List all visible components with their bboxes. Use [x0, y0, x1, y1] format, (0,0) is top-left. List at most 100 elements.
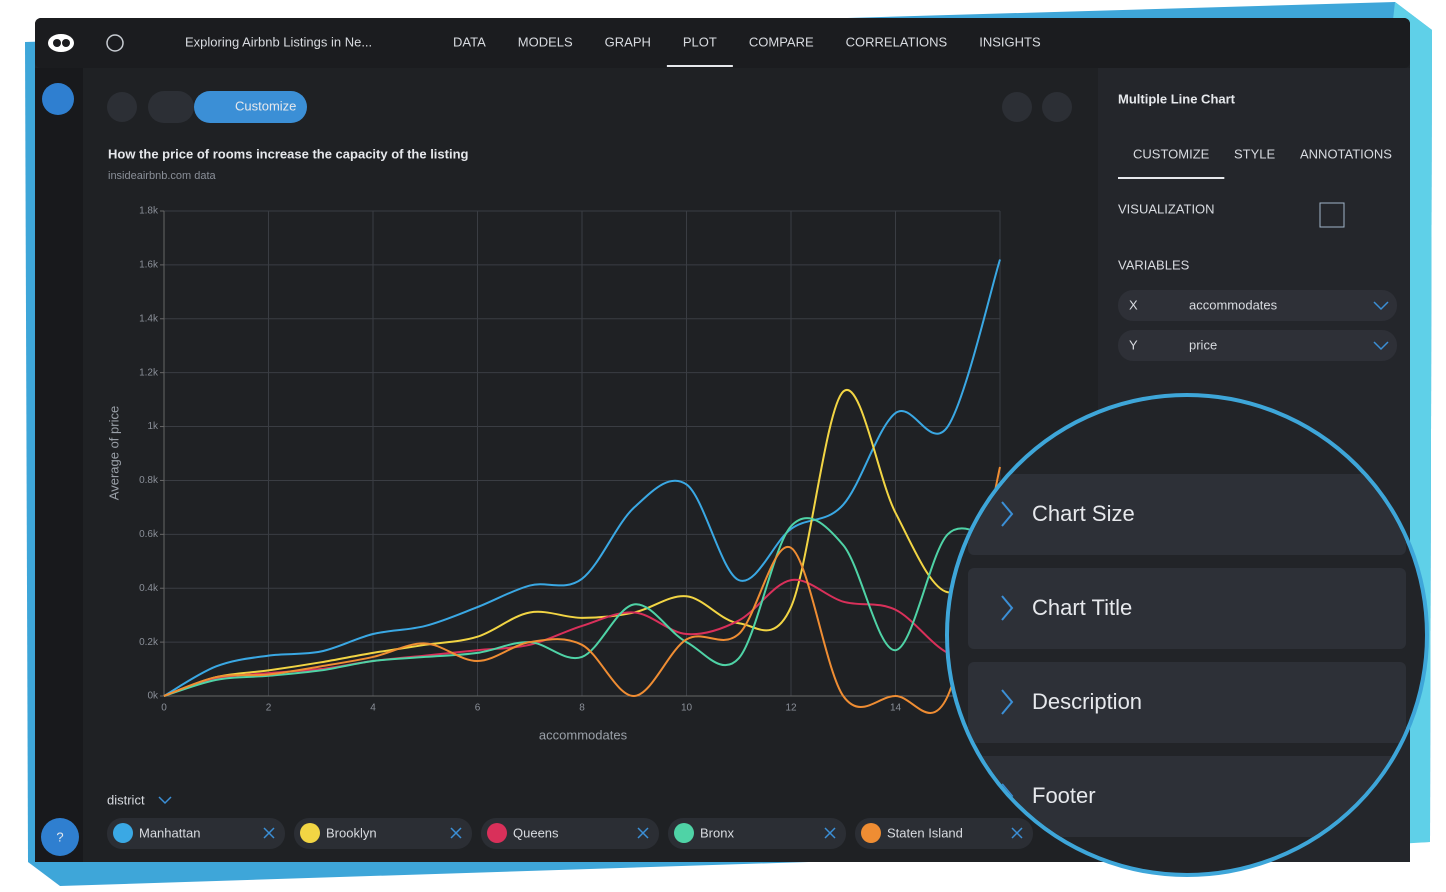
legend-swatch: [487, 823, 507, 843]
legend-remove[interactable]: [824, 827, 836, 839]
logo-eye: [62, 39, 70, 47]
legend-swatch: [300, 823, 320, 843]
customize-button[interactable]: [194, 91, 307, 123]
chart-subtitle: insideairbnb.com data: [108, 170, 217, 182]
variables-label: VARIABLES: [1118, 257, 1190, 272]
y-tick-label: 0k: [147, 691, 159, 702]
logo-eye: [53, 39, 61, 47]
y-tick-label: 0.2k: [139, 637, 159, 648]
nav-item[interactable]: INSIGHTS: [979, 34, 1041, 49]
help-icon: ?: [56, 829, 63, 844]
legend-swatch: [861, 823, 881, 843]
x-tick-label: 12: [785, 703, 797, 714]
x-tick-label: 10: [681, 703, 693, 714]
section-chevron: [1001, 595, 1014, 621]
legend-name: Queens: [513, 825, 559, 840]
series-line: [163, 517, 1001, 697]
pin-button[interactable]: [1002, 92, 1032, 122]
project-title[interactable]: Exploring Airbnb Listings in Ne...: [185, 34, 372, 49]
legend-chip[interactable]: [855, 818, 1033, 849]
legend-name: Brooklyn: [326, 825, 377, 840]
y-tick-label: 1k: [147, 421, 159, 432]
explore-button[interactable]: [148, 91, 194, 123]
back-button[interactable]: [107, 92, 137, 122]
legend-remove[interactable]: [1011, 827, 1023, 839]
section-row[interactable]: [968, 568, 1406, 649]
series-line: [163, 259, 1001, 697]
section-title: Footer: [1032, 783, 1096, 808]
legend-name: Manhattan: [139, 825, 200, 840]
y-axis-label: Average of price: [106, 406, 121, 500]
panel-tab[interactable]: STYLE: [1234, 146, 1276, 161]
legend-chip[interactable]: [481, 818, 659, 849]
variable-chevron: [1373, 341, 1389, 351]
share-button[interactable]: [1042, 92, 1072, 122]
customize-label: Customize: [235, 98, 296, 113]
legend-chip[interactable]: [294, 818, 472, 849]
panel-title: Multiple Line Chart: [1118, 91, 1236, 106]
nav-item[interactable]: CORRELATIONS: [846, 34, 948, 49]
section-row[interactable]: [968, 662, 1406, 743]
panel-tab[interactable]: CUSTOMIZE: [1133, 146, 1210, 161]
series-line: [163, 578, 1001, 697]
section-row[interactable]: [968, 474, 1406, 555]
legend-remove[interactable]: [263, 827, 275, 839]
y-tick-label: 1.4k: [139, 313, 159, 324]
variable-axis: Y: [1129, 337, 1138, 352]
x-tick-label: 4: [370, 703, 376, 714]
legend-name: Bronx: [700, 825, 734, 840]
legend-remove[interactable]: [450, 827, 462, 839]
y-tick-label: 1.2k: [139, 367, 159, 378]
legend-chip[interactable]: [668, 818, 846, 849]
legend-name: Staten Island: [887, 825, 963, 840]
section-chevron: [1001, 689, 1014, 715]
y-tick-label: 0.8k: [139, 475, 159, 486]
left-rail: [35, 68, 83, 862]
plot: 0k 0.2k 0.4k 0.6k 0.8k 1k 1.2k 1.4k 1.6k 1.8k 0 2 4 6…: [139, 206, 1006, 714]
magnifier-content: Chart Size Chart Title Description Footer: [968, 474, 1406, 837]
y-tick-label: 0.4k: [139, 583, 159, 594]
section-row[interactable]: [968, 756, 1406, 837]
x-tick-label: 14: [890, 703, 902, 714]
legend-dropdown[interactable]: [158, 796, 172, 805]
section-title: Chart Title: [1032, 595, 1132, 620]
nav-item[interactable]: MODELS: [518, 34, 573, 49]
variable-value: accommodates: [1189, 297, 1278, 312]
globe-icon[interactable]: [106, 34, 124, 52]
x-tick-label: 0: [161, 703, 167, 714]
y-tick-label: 1.6k: [139, 260, 159, 271]
x-tick-label: 6: [475, 703, 481, 714]
variable-value: price: [1189, 337, 1217, 352]
variable-select[interactable]: [1118, 290, 1397, 321]
help-button[interactable]: [41, 818, 79, 856]
nav-item[interactable]: COMPARE: [749, 34, 814, 49]
variable-axis: X: [1129, 297, 1138, 312]
x-tick-label: 8: [579, 703, 585, 714]
nav-item[interactable]: PLOT: [683, 34, 717, 49]
series-line: [163, 466, 1001, 714]
viz-selected[interactable]: [1319, 202, 1345, 228]
refresh-button[interactable]: [42, 83, 74, 115]
nav-active-underline: [666, 65, 733, 67]
x-axis-label: accommodates: [539, 727, 628, 742]
legend-label: district: [107, 792, 145, 807]
legend-chip[interactable]: [107, 818, 285, 849]
y-tick-label: 1.8k: [139, 206, 159, 217]
tab-underline: [1118, 177, 1225, 179]
panel-tab[interactable]: ANNOTATIONS: [1300, 146, 1392, 161]
ui-layer: DATA MODELS GRAPH PLOT COMPARE CORRELATIONS IN…: [107, 34, 1397, 849]
y-tick-label: 0.6k: [139, 529, 159, 540]
variable-select[interactable]: [1118, 330, 1397, 361]
nav-item[interactable]: GRAPH: [605, 34, 651, 49]
section-title: Chart Size: [1032, 501, 1135, 526]
variable-chevron: [1373, 301, 1389, 311]
nav-item[interactable]: DATA: [453, 34, 486, 49]
legend-remove[interactable]: [637, 827, 649, 839]
top-bar: [35, 18, 1410, 68]
visualization-label: VISUALIZATION: [1118, 201, 1215, 216]
x-tick-label: 2: [266, 703, 272, 714]
legend-swatch: [674, 823, 694, 843]
legend-swatch: [113, 823, 133, 843]
